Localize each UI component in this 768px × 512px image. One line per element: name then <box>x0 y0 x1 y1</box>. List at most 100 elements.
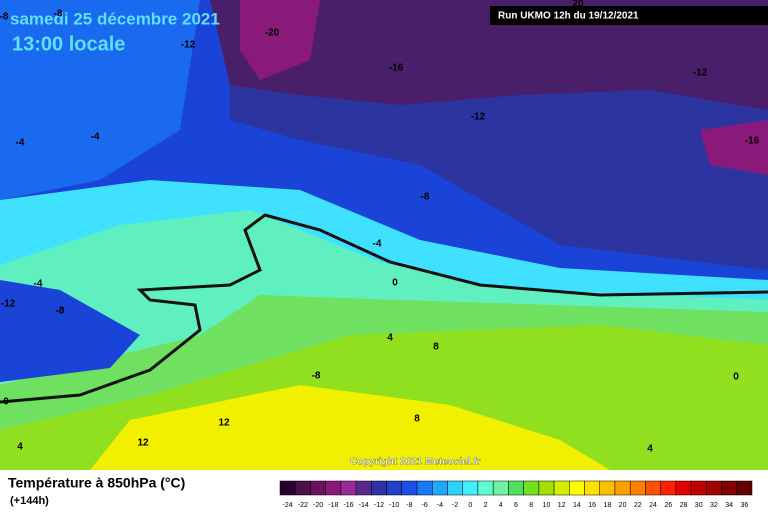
contour-label: -4 <box>91 132 100 143</box>
contour-label: -12 <box>693 68 708 79</box>
scale-swatch <box>447 480 463 496</box>
scale-swatch <box>599 480 616 496</box>
contour-label: 0 <box>3 397 9 408</box>
contour-label: 8 <box>414 414 420 425</box>
warm-area <box>90 385 610 470</box>
scale-label: 4 <box>499 502 503 509</box>
scale-swatch <box>614 480 631 496</box>
scale-label: 30 <box>695 502 703 509</box>
color-scale: -24 -22 -20 -18 -16 -14 -12 -10 -8 -6 -4 -2 0 2 4 6 8 10 1… <box>279 480 753 509</box>
scale-swatch <box>721 480 738 496</box>
scale-label: -2 <box>452 502 458 509</box>
contour-label: -4 <box>373 239 382 250</box>
contour-label: -8 <box>0 12 9 23</box>
contour-label: -16 <box>745 136 760 147</box>
scale-label: -4 <box>437 502 443 509</box>
scale-swatch <box>508 480 524 496</box>
contour-label: 4 <box>647 444 653 455</box>
scale-label: 22 <box>634 502 642 509</box>
contour-label: -4 <box>16 138 25 149</box>
scale-swatch <box>492 480 509 496</box>
cool-area <box>0 0 200 200</box>
scale-label: 32 <box>710 502 718 509</box>
scale-swatch <box>660 480 677 496</box>
variable-label: Température à 850hPa (°C) <box>8 475 185 491</box>
scale-swatch <box>371 480 387 496</box>
scale-swatch <box>569 480 585 496</box>
scale-label: 6 <box>514 502 518 509</box>
scale-swatch <box>279 480 296 496</box>
scale-label: -10 <box>389 502 399 509</box>
contour-label: -12 <box>1 299 16 310</box>
scale-swatch <box>340 480 357 496</box>
very-cold-area <box>240 0 320 80</box>
very-cold-area <box>700 120 768 175</box>
scale-label: 0 <box>468 502 472 509</box>
scale-swatch <box>645 480 661 496</box>
scale-label: 28 <box>680 502 688 509</box>
scale-label: -8 <box>406 502 412 509</box>
scale-swatch <box>477 480 494 496</box>
run-label: Run UKMO 12h du 19/12/2021 <box>498 11 639 22</box>
contour-label: 4 <box>387 333 393 344</box>
scale-swatch <box>523 480 540 496</box>
contour-label: 0 <box>392 278 398 289</box>
scale-swatch <box>629 480 646 496</box>
scale-swatch <box>294 480 311 496</box>
scale-swatch <box>584 480 600 496</box>
map-time: 13:00 locale <box>12 33 125 55</box>
scale-label: -12 <box>374 502 384 509</box>
scale-swatch <box>310 480 326 496</box>
scale-swatch <box>462 480 479 496</box>
scale-label: -20 <box>313 502 323 509</box>
zero-isotherm <box>0 213 768 404</box>
scale-swatch <box>386 480 403 496</box>
scale-label: -22 <box>298 502 308 509</box>
scale-label: 34 <box>725 502 733 509</box>
scale-label: 20 <box>619 502 627 509</box>
scale-label: 26 <box>664 502 672 509</box>
scale-swatch <box>553 480 570 496</box>
contour-label: -16 <box>389 63 404 74</box>
contour-label: 12 <box>218 418 230 429</box>
scale-label: -18 <box>328 502 338 509</box>
contour-label: -8 <box>421 192 430 203</box>
contour-label: -4 <box>34 279 43 290</box>
copyright: Copyright 2021 Meteociel.fr <box>350 457 481 468</box>
map-background <box>0 0 768 470</box>
scale-label: 8 <box>529 502 533 509</box>
scale-swatch <box>736 480 753 496</box>
scale-label: 10 <box>543 502 551 509</box>
scale-swatch <box>416 480 433 496</box>
contour-label: -20 <box>265 28 280 39</box>
contour-labels: -8 -8 -12 -20 20 -16 -12 -12 -16 -4 -4 -8 -4 0 -4 -12 -8… <box>0 0 760 455</box>
scale-label: 36 <box>740 502 748 509</box>
scale-swatch <box>706 480 722 496</box>
contour-label: -8 <box>312 371 321 382</box>
contour-label: 12 <box>137 438 149 449</box>
scale-label: 14 <box>573 502 581 509</box>
contour-label: -8 <box>54 9 63 20</box>
scale-label: 2 <box>484 502 488 509</box>
scale-label: -6 <box>422 502 428 509</box>
scale-label: -16 <box>343 502 353 509</box>
scale-label: -24 <box>283 502 293 509</box>
map-title: samedi 25 décembre 2021 <box>10 9 220 28</box>
lead-time: (+144h) <box>10 495 49 507</box>
scale-label: 12 <box>558 502 566 509</box>
scale-label: -14 <box>359 502 369 509</box>
scale-label: 24 <box>649 502 657 509</box>
contour-label: -8 <box>56 306 65 317</box>
very-cold-area <box>210 0 768 110</box>
contour-label: -12 <box>471 112 486 123</box>
contour-label: 8 <box>433 342 439 353</box>
contour-label: -12 <box>181 40 196 51</box>
cold-area <box>0 280 140 382</box>
run-box <box>490 6 768 25</box>
scale-swatch <box>675 480 692 496</box>
scale-swatch <box>432 480 448 496</box>
scale-swatch <box>538 480 555 496</box>
scale-label: 16 <box>588 502 596 509</box>
